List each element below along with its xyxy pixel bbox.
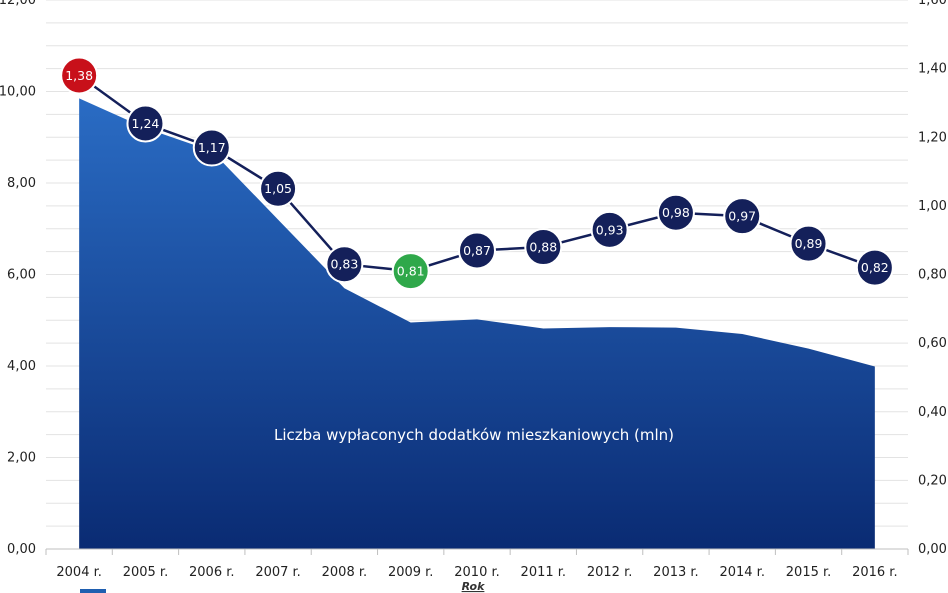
data-label: 1,05: [264, 181, 292, 196]
right-axis-tick: 1,40: [918, 62, 947, 77]
x-axis-tick: 2009 r.: [388, 565, 434, 580]
area-series-label: Liczba wypłaconych dodatków mieszkaniowy…: [274, 426, 674, 444]
data-label: 0,93: [596, 222, 624, 237]
legend: [80, 589, 106, 593]
data-label: 0,87: [463, 243, 491, 258]
data-label: 0,97: [728, 209, 756, 224]
legend-swatch-area: [80, 589, 106, 593]
left-axis-tick: 10,00: [0, 85, 36, 100]
right-axis-tick: 1,20: [918, 130, 947, 145]
data-label: 0,89: [795, 236, 823, 251]
x-axis-tick: 2015 r.: [786, 565, 832, 580]
right-axis-tick: 1,60: [918, 0, 947, 8]
data-label: 1,24: [132, 116, 160, 131]
left-axis-tick: 0,00: [7, 542, 36, 557]
line-marker: [325, 245, 364, 284]
line-marker: [458, 231, 496, 270]
right-axis-tick: 0,00: [918, 542, 947, 557]
line-marker: [60, 56, 99, 95]
line-marker: [259, 169, 298, 208]
data-label: 0,83: [330, 257, 358, 272]
line-marker: [126, 104, 165, 143]
data-label: 1,38: [65, 68, 93, 83]
x-axis-tick: 2016 r.: [852, 565, 898, 580]
line-series: 1,38 1,24 1,17 1,05 0,83 0,81 0,87 0,88 0,93 0,98…: [60, 56, 894, 291]
x-axis-tick: 2014 r.: [719, 565, 765, 580]
right-axis-tick: 0,80: [918, 268, 947, 283]
right-axis-tick: 0,60: [918, 336, 947, 351]
area-series: [79, 98, 875, 550]
x-axis-title: Rok: [462, 580, 485, 593]
right-axis-tick: 0,20: [918, 473, 947, 488]
data-label: 0,88: [529, 240, 557, 255]
line-marker: [855, 248, 894, 287]
axes: 0,00 2,00 4,00 6,00 8,00 10,00 12,00 0,00 0,20 0,…: [0, 0, 947, 580]
area-fill: [79, 98, 875, 550]
data-label: 0,81: [397, 264, 425, 279]
line-marker: [656, 193, 695, 232]
line-marker: [789, 224, 828, 263]
line-marker: [391, 252, 430, 291]
left-axis-tick: 12,00: [0, 0, 36, 8]
x-axis-tick: 2013 r.: [653, 565, 699, 580]
line-marker: [590, 210, 629, 249]
x-axis-tick: 2011 r.: [521, 565, 567, 580]
x-axis-tick: 2010 r.: [454, 565, 500, 580]
line-marker: [524, 228, 563, 267]
x-axis-tick: 2007 r.: [255, 565, 301, 580]
left-axis-tick: 8,00: [7, 176, 36, 191]
left-axis-tick: 6,00: [7, 268, 36, 283]
line-marker: [723, 197, 762, 236]
data-label: 0,82: [861, 260, 889, 275]
x-axis-tick: 2004 r.: [56, 565, 102, 580]
data-label: 1,17: [198, 140, 226, 155]
x-axis-tick: 2006 r.: [189, 565, 235, 580]
right-axis-tick: 0,40: [918, 405, 947, 420]
x-axis-tick: 2005 r.: [123, 565, 169, 580]
data-label: 0,98: [662, 205, 690, 220]
left-axis-tick: 4,00: [7, 359, 36, 374]
line-marker: [192, 128, 231, 167]
left-axis-tick: 2,00: [7, 451, 36, 466]
x-axis-tick: 2012 r.: [587, 565, 633, 580]
right-axis-tick: 1,00: [918, 199, 947, 214]
x-axis-tick: 2008 r.: [322, 565, 368, 580]
